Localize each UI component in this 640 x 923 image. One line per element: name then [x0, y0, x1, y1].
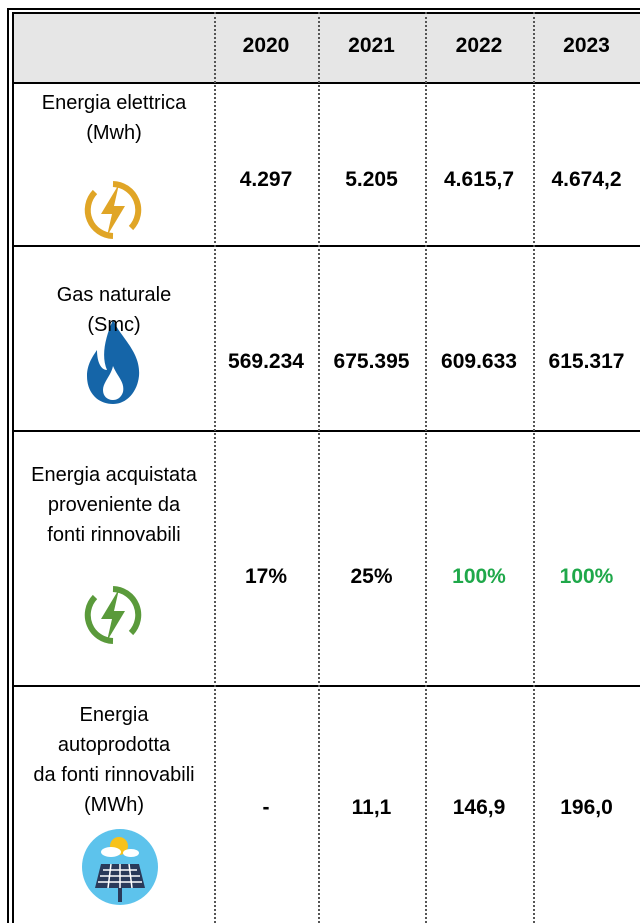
col-border	[214, 12, 216, 923]
electricity-icon	[84, 181, 142, 239]
col-border	[533, 12, 535, 923]
row-label: (MWh)	[84, 794, 144, 816]
column-header: 2020	[242, 34, 290, 57]
row-label: Gas naturale	[56, 284, 172, 306]
cell-value: 4.674,2	[551, 168, 622, 191]
left-border	[12, 12, 14, 923]
row-label: fonti rinnovabili	[47, 524, 181, 546]
cell-value: 615.317	[548, 350, 625, 373]
cell-value: 5.205	[345, 168, 398, 191]
row-label: Energia acquistata	[31, 464, 197, 486]
row-border	[12, 430, 640, 432]
cell-value: 146,9	[452, 796, 506, 819]
cell-value: 100%	[559, 565, 614, 588]
row-border	[12, 82, 640, 84]
cell-value: 4.297	[239, 168, 293, 191]
row-border	[7, 8, 640, 10]
col-border	[425, 12, 427, 923]
row-border	[12, 12, 640, 14]
row-label: da fonti rinnovabili	[33, 764, 195, 786]
column-header: 2022	[455, 34, 503, 57]
column-header: 2021	[348, 34, 395, 57]
left-border	[7, 8, 9, 923]
solar-icon	[82, 829, 158, 905]
column-header: 2023	[563, 34, 610, 57]
cell-value: -	[262, 796, 270, 819]
cell-value: 675.395	[333, 350, 410, 373]
cell-value: 196,0	[560, 796, 613, 819]
row-border	[12, 245, 640, 247]
row-label: Energia elettrica	[41, 92, 187, 114]
cell-value: 4.615,7	[443, 168, 515, 191]
col-border	[318, 12, 320, 923]
renewable-icon	[84, 586, 142, 644]
header-bg	[12, 12, 640, 82]
cell-value: 17%	[244, 565, 288, 588]
cell-value: 100%	[452, 565, 506, 588]
gas-icon	[87, 320, 140, 404]
cell-value: 609.633	[441, 350, 517, 373]
row-label: autoprodotta	[57, 734, 171, 756]
row-label: Energia	[79, 704, 149, 726]
row-label: (Smc)	[87, 314, 141, 336]
row-label: proveniente da	[47, 494, 181, 516]
cell-value: 25%	[350, 565, 393, 588]
row-label: (Mwh)	[86, 122, 142, 144]
row-border	[12, 685, 640, 687]
cell-value: 11,1	[351, 796, 392, 819]
cell-value: 569.234	[228, 350, 304, 373]
